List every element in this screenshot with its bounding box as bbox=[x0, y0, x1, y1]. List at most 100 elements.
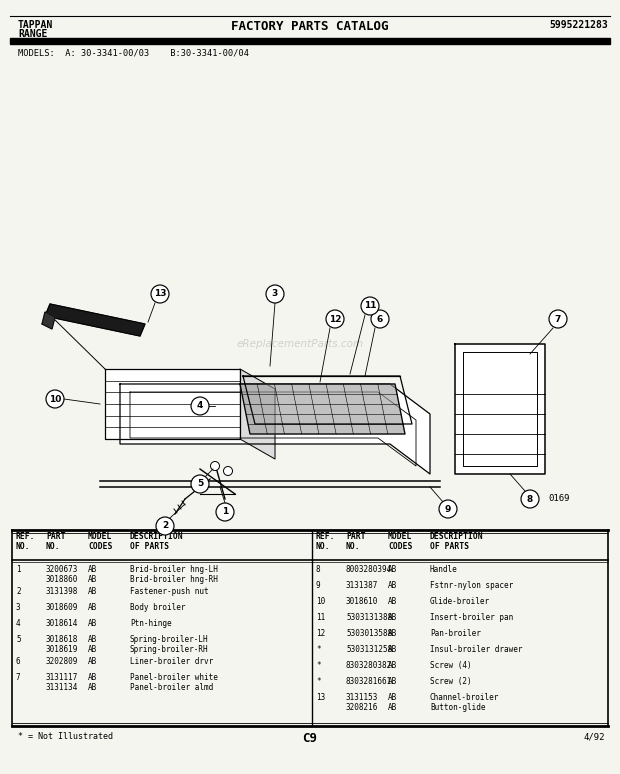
Text: 11: 11 bbox=[364, 302, 376, 310]
Text: *: * bbox=[316, 645, 321, 654]
Text: Insert-broiler pan: Insert-broiler pan bbox=[430, 613, 513, 622]
Text: Fstnr-nylon spacer: Fstnr-nylon spacer bbox=[430, 581, 513, 590]
Text: 3131117
3131134: 3131117 3131134 bbox=[46, 673, 78, 693]
Bar bbox=[10, 38, 610, 44]
Text: AB
AB: AB AB bbox=[88, 673, 97, 693]
Circle shape bbox=[521, 490, 539, 508]
Text: 5: 5 bbox=[197, 480, 203, 488]
Circle shape bbox=[211, 461, 219, 471]
Text: 1: 1 bbox=[16, 565, 20, 574]
Text: 3018618
3018619: 3018618 3018619 bbox=[46, 635, 78, 654]
Text: 3200673
3018860: 3200673 3018860 bbox=[46, 565, 78, 584]
Polygon shape bbox=[45, 304, 145, 336]
Text: 3018610: 3018610 bbox=[346, 597, 378, 606]
Text: DESCRIPTION
OF PARTS: DESCRIPTION OF PARTS bbox=[130, 532, 184, 551]
Text: 7: 7 bbox=[555, 314, 561, 324]
Polygon shape bbox=[120, 384, 430, 474]
Circle shape bbox=[191, 397, 209, 415]
Text: PART
NO.: PART NO. bbox=[346, 532, 366, 551]
Text: AB
AB: AB AB bbox=[388, 693, 397, 712]
Text: 5995221283: 5995221283 bbox=[549, 20, 608, 30]
Text: 13: 13 bbox=[154, 289, 166, 299]
Text: AB: AB bbox=[388, 565, 397, 574]
Circle shape bbox=[371, 310, 389, 328]
Text: 10: 10 bbox=[49, 395, 61, 403]
Text: Liner-broiler drvr: Liner-broiler drvr bbox=[130, 657, 213, 666]
Text: MODEL
CODES: MODEL CODES bbox=[388, 532, 412, 551]
Text: Glide-broiler: Glide-broiler bbox=[430, 597, 490, 606]
Text: 4: 4 bbox=[197, 402, 203, 410]
Text: 3018609: 3018609 bbox=[46, 603, 78, 612]
Text: AB: AB bbox=[88, 619, 97, 628]
Text: 8: 8 bbox=[527, 495, 533, 504]
Text: 4: 4 bbox=[16, 619, 20, 628]
Text: AB: AB bbox=[388, 677, 397, 686]
Text: 3131387: 3131387 bbox=[346, 581, 378, 590]
Text: Body broiler: Body broiler bbox=[130, 603, 185, 612]
Text: AB: AB bbox=[388, 661, 397, 670]
Text: AB: AB bbox=[388, 645, 397, 654]
Text: Screw (2): Screw (2) bbox=[430, 677, 472, 686]
Text: 3: 3 bbox=[16, 603, 20, 612]
Text: AB
AB: AB AB bbox=[88, 565, 97, 584]
Text: 5303013588: 5303013588 bbox=[346, 629, 392, 638]
Text: * = Not Illustrated: * = Not Illustrated bbox=[18, 732, 113, 741]
Text: Handle: Handle bbox=[430, 565, 458, 574]
Polygon shape bbox=[240, 369, 275, 459]
Text: 12: 12 bbox=[329, 314, 341, 324]
Text: 10: 10 bbox=[316, 597, 326, 606]
Text: MODEL
CODES: MODEL CODES bbox=[88, 532, 112, 551]
Text: 8303280382: 8303280382 bbox=[346, 661, 392, 670]
Circle shape bbox=[549, 310, 567, 328]
Text: 6: 6 bbox=[16, 657, 20, 666]
Circle shape bbox=[151, 285, 169, 303]
Text: AB: AB bbox=[88, 587, 97, 596]
Text: 3018614: 3018614 bbox=[46, 619, 78, 628]
Text: AB: AB bbox=[388, 629, 397, 638]
Text: 3131398: 3131398 bbox=[46, 587, 78, 596]
Text: 11: 11 bbox=[316, 613, 326, 622]
Text: Channel-broiler
Button-glide: Channel-broiler Button-glide bbox=[430, 693, 499, 712]
Circle shape bbox=[216, 503, 234, 521]
Text: Brid-broiler hng-LH
Brid-broiler hng-RH: Brid-broiler hng-LH Brid-broiler hng-RH bbox=[130, 565, 218, 584]
Text: 7: 7 bbox=[16, 673, 20, 682]
Text: 3: 3 bbox=[272, 289, 278, 299]
Text: C9: C9 bbox=[303, 732, 317, 745]
Text: 3131153
3208216: 3131153 3208216 bbox=[346, 693, 378, 712]
Circle shape bbox=[266, 285, 284, 303]
Text: 13: 13 bbox=[316, 693, 326, 702]
Text: 4/92: 4/92 bbox=[583, 732, 605, 741]
Text: 12: 12 bbox=[316, 629, 326, 638]
Text: MODELS:  A: 30-3341-00/03    B:30-3341-00/04: MODELS: A: 30-3341-00/03 B:30-3341-00/04 bbox=[18, 48, 249, 57]
Text: 1: 1 bbox=[222, 508, 228, 516]
Text: DESCRIPTION
OF PARTS: DESCRIPTION OF PARTS bbox=[430, 532, 484, 551]
Circle shape bbox=[46, 390, 64, 408]
Text: Screw (4): Screw (4) bbox=[430, 661, 472, 670]
Text: AB: AB bbox=[388, 613, 397, 622]
Text: AB
AB: AB AB bbox=[88, 635, 97, 654]
Text: Ptn-hinge: Ptn-hinge bbox=[130, 619, 172, 628]
Text: 5303131258: 5303131258 bbox=[346, 645, 392, 654]
Text: 8003280394: 8003280394 bbox=[346, 565, 392, 574]
Polygon shape bbox=[455, 344, 545, 474]
Text: 2: 2 bbox=[162, 522, 168, 530]
Text: 8: 8 bbox=[316, 565, 321, 574]
Text: 5: 5 bbox=[16, 635, 20, 644]
Text: 8303281661: 8303281661 bbox=[346, 677, 392, 686]
Text: Spring-broiler-LH
Spring-broiler-RH: Spring-broiler-LH Spring-broiler-RH bbox=[130, 635, 208, 654]
Text: *: * bbox=[316, 661, 321, 670]
Circle shape bbox=[223, 467, 232, 475]
Text: AB: AB bbox=[88, 657, 97, 666]
Text: 2: 2 bbox=[16, 587, 20, 596]
Polygon shape bbox=[240, 384, 405, 434]
Text: TAPPAN: TAPPAN bbox=[18, 20, 53, 30]
Text: AB: AB bbox=[388, 581, 397, 590]
Text: FACTORY PARTS CATALOG: FACTORY PARTS CATALOG bbox=[231, 20, 389, 33]
Polygon shape bbox=[42, 312, 55, 329]
Circle shape bbox=[439, 500, 457, 518]
Circle shape bbox=[191, 475, 209, 493]
Text: PART
NO.: PART NO. bbox=[46, 532, 66, 551]
Text: 6: 6 bbox=[377, 314, 383, 324]
Text: 3202809: 3202809 bbox=[46, 657, 78, 666]
Text: REF.
NO.: REF. NO. bbox=[16, 532, 35, 551]
